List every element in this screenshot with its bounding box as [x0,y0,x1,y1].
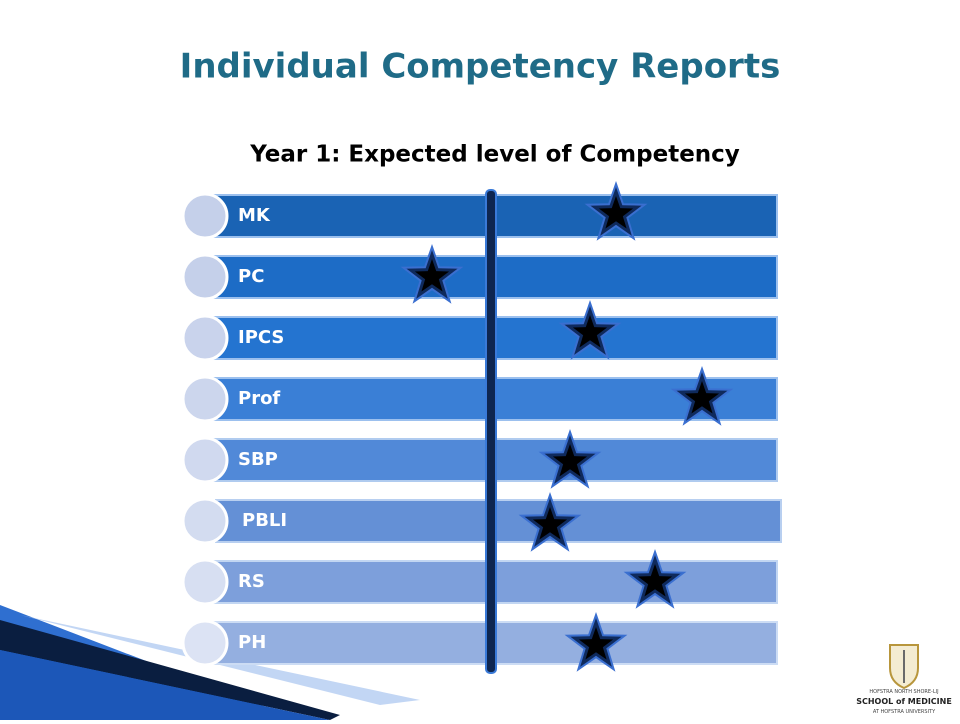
row-label: PH [238,632,266,653]
row: RS [181,558,778,606]
row: PH [181,619,778,667]
swoosh [0,620,340,720]
row-label: PBLI [242,510,287,531]
logo-line: HOFSTRA NORTH SHORE-LIJ [869,689,938,695]
row: IPCS [181,314,778,362]
row: SBP [181,436,778,484]
row-label: Prof [238,388,280,409]
row: MK [181,192,778,240]
logo-line: SCHOOL of MEDICINE [856,697,952,706]
title: Individual Competency Reports [180,47,781,87]
swoosh [0,650,330,720]
row: PBLI [181,497,782,545]
subtitle: Year 1: Expected level of Competency [249,142,740,168]
row-label: PC [238,266,264,287]
row-label: IPCS [238,327,284,348]
logo-line: AT HOFSTRA UNIVERSITY [873,709,936,715]
logo: HOFSTRA NORTH SHORE-LIJ SCHOOL of MEDICI… [856,644,952,715]
competency-rows: MK PC IPCS Prof SBP PBLI RS PH [181,192,782,667]
row-label: SBP [238,449,278,470]
row-label: MK [238,205,271,226]
row-label: RS [238,571,265,592]
row: PC [181,253,778,301]
expected-level-line [485,189,497,674]
